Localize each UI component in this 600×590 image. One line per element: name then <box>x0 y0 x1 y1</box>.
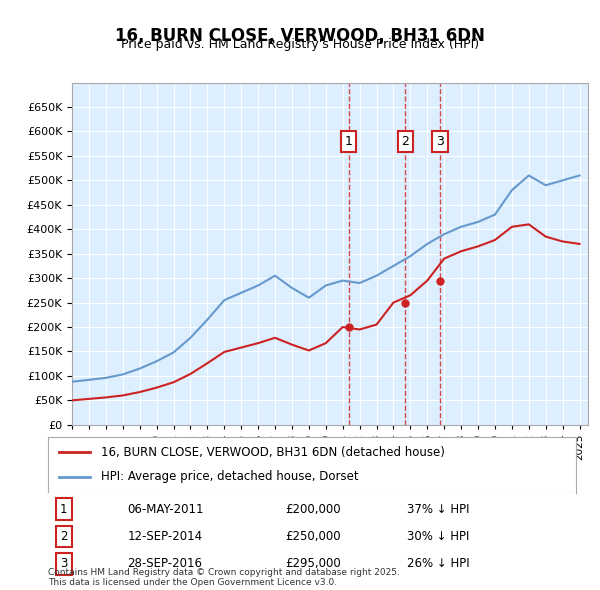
Text: 30% ↓ HPI: 30% ↓ HPI <box>407 530 469 543</box>
Text: HPI: Average price, detached house, Dorset: HPI: Average price, detached house, Dors… <box>101 470 358 483</box>
Text: 1: 1 <box>60 503 68 516</box>
Text: £295,000: £295,000 <box>286 558 341 571</box>
Text: 16, BURN CLOSE, VERWOOD, BH31 6DN: 16, BURN CLOSE, VERWOOD, BH31 6DN <box>115 27 485 45</box>
Text: 26% ↓ HPI: 26% ↓ HPI <box>407 558 470 571</box>
Text: 28-SEP-2016: 28-SEP-2016 <box>127 558 202 571</box>
Text: 37% ↓ HPI: 37% ↓ HPI <box>407 503 470 516</box>
Text: 3: 3 <box>60 558 68 571</box>
Text: 06-MAY-2011: 06-MAY-2011 <box>127 503 204 516</box>
Text: 2: 2 <box>60 530 68 543</box>
Text: £200,000: £200,000 <box>286 503 341 516</box>
Text: 16, BURN CLOSE, VERWOOD, BH31 6DN (detached house): 16, BURN CLOSE, VERWOOD, BH31 6DN (detac… <box>101 446 445 459</box>
Text: Contains HM Land Registry data © Crown copyright and database right 2025.
This d: Contains HM Land Registry data © Crown c… <box>48 568 400 587</box>
Text: £250,000: £250,000 <box>286 530 341 543</box>
Text: 3: 3 <box>436 135 444 148</box>
Text: 2: 2 <box>401 135 409 148</box>
Text: 12-SEP-2014: 12-SEP-2014 <box>127 530 202 543</box>
Text: 1: 1 <box>344 135 353 148</box>
Text: Price paid vs. HM Land Registry's House Price Index (HPI): Price paid vs. HM Land Registry's House … <box>121 38 479 51</box>
